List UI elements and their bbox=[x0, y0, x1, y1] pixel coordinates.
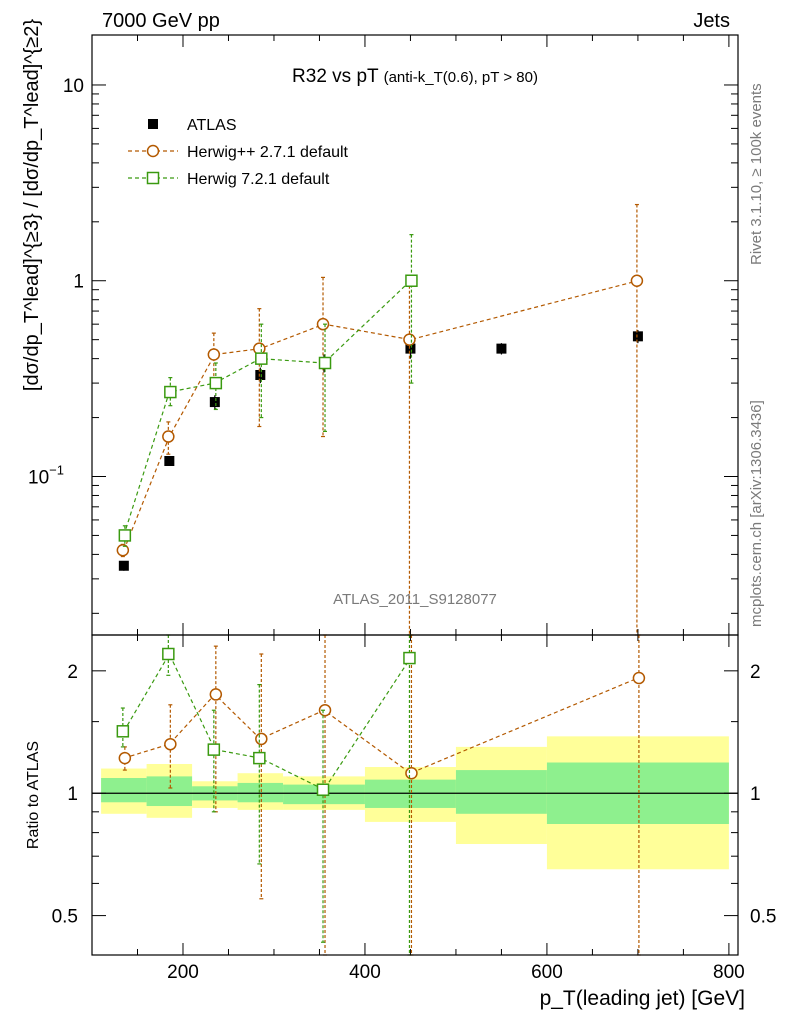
header-right: Jets bbox=[693, 10, 730, 32]
chart-title: R32 vs pT (anti-k_T(0.6), pT > 80) bbox=[292, 66, 538, 87]
herwig-2-7-1-default-point bbox=[118, 751, 132, 765]
herwig-7-2-1-default-line bbox=[123, 652, 411, 791]
x-tick-labels: 200 400 600 800 bbox=[167, 962, 745, 983]
y-tick-label: 10 bbox=[63, 76, 84, 97]
ratio-band-inner bbox=[455, 770, 547, 814]
legend-marker-herwig-7-2-1-default bbox=[146, 171, 160, 185]
herwig-7-2-1-default-point bbox=[403, 651, 416, 665]
herwig-2-7-1-default-point bbox=[403, 333, 416, 346]
ratio-band-inner bbox=[237, 782, 284, 803]
main-series bbox=[116, 203, 644, 636]
legend-label-herwig-7-2-1-default: Herwig 7.2.1 default bbox=[187, 171, 330, 188]
atlas-point bbox=[405, 343, 416, 354]
herwig-7-2-1-default-point bbox=[207, 743, 221, 756]
watermark: ATLAS_2011_S9128077 bbox=[333, 591, 497, 608]
legend-marker-herwig-2-7-1-default bbox=[146, 144, 160, 158]
herwig-2-7-1-default-point bbox=[632, 671, 646, 685]
chart-title-suffix: (anti-k_T(0.6), pT > 80) bbox=[384, 69, 538, 86]
atlas-point bbox=[209, 397, 220, 408]
herwig-7-2-1-default-point bbox=[316, 783, 330, 796]
atlas-point bbox=[496, 343, 507, 354]
herwig-2-7-1-default-line bbox=[123, 280, 639, 551]
herwig-7-2-1-default-point bbox=[253, 751, 266, 765]
herwig-7-2-1-default-point bbox=[255, 352, 268, 365]
legend-marker-atlas bbox=[148, 119, 158, 129]
herwig-7-2-1-default-point bbox=[405, 274, 418, 287]
x-tick-label: 600 bbox=[531, 962, 563, 983]
ratio-uncertainty-bands bbox=[92, 736, 738, 870]
herwig-2-7-1-default-point bbox=[209, 688, 223, 701]
x-tick-label: 200 bbox=[167, 962, 199, 983]
legend: ATLAS Herwig++ 2.7.1 default Herwig 7.2.1 … bbox=[128, 117, 349, 188]
ratio-band-inner bbox=[101, 778, 147, 803]
ratio-y-tick-label: 1 bbox=[67, 784, 78, 805]
legend-label-atlas: ATLAS bbox=[187, 117, 237, 134]
header-left: 7000 GeV pp bbox=[102, 10, 220, 32]
ratio-y-tick-label-right: 2 bbox=[750, 662, 761, 683]
herwig-7-2-1-default-point bbox=[209, 376, 223, 390]
herwig-7-2-1-default-point bbox=[162, 647, 175, 661]
herwig-2-7-1-default-point bbox=[255, 732, 268, 746]
ratio-y-tick-label-right: 1 bbox=[750, 784, 761, 805]
herwig-7-2-1-default-line bbox=[123, 280, 411, 536]
ratio-y-tick-label: 2 bbox=[67, 662, 78, 683]
side-note-rivet: Rivet 3.1.10, ≥ 100k events bbox=[748, 83, 765, 265]
y-tick-label: 1 bbox=[73, 272, 84, 293]
herwig-2-7-1-default-point bbox=[116, 544, 130, 557]
herwig-2-7-1-default-point bbox=[162, 430, 175, 443]
x-tick-label: 400 bbox=[349, 962, 381, 983]
main-panel: 10−1 1 10 ATLAS Herwig++ 2.7.1 default Herwi… bbox=[21, 19, 739, 636]
ratio-y-tick-labels: 0.5 0.5 1 1 2 2 bbox=[52, 662, 777, 928]
atlas-point bbox=[118, 560, 129, 571]
herwig-2-7-1-default-point bbox=[405, 766, 418, 780]
side-note-mcplots: mcplots.cern.ch [arXiv:1306.3436] bbox=[748, 400, 765, 627]
herwig-7-2-1-default-point bbox=[318, 356, 332, 370]
herwig-2-7-1-default-point bbox=[164, 737, 177, 751]
y-tick-label: 10−1 bbox=[28, 462, 64, 488]
ratio-frame bbox=[91, 634, 739, 956]
atlas-point bbox=[164, 455, 175, 466]
ratio-y-tick-label: 0.5 bbox=[52, 907, 78, 928]
ratio-y-tick-label-right: 0.5 bbox=[750, 907, 776, 928]
herwig-7-2-1-default-point bbox=[118, 529, 132, 542]
herwig-2-7-1-default-point bbox=[207, 348, 221, 361]
main-axis-ticks bbox=[91, 35, 738, 635]
herwig-7-2-1-default-point bbox=[116, 725, 130, 738]
x-tick-label: 800 bbox=[713, 962, 745, 983]
main-y-axis-label: [dσ/dp_T^lead]^{≥3} / [dσ/dp_T^lead]^{≥2… bbox=[21, 19, 43, 392]
atlas-point bbox=[632, 331, 643, 342]
ratio-panel: 0.5 0.5 1 1 2 2 200 400 600 800 Ratio to ATLAS p… bbox=[25, 634, 777, 1010]
ratio-band-inner bbox=[146, 776, 193, 807]
herwig-2-7-1-default-point bbox=[630, 274, 644, 287]
legend-label-herwig-2-7-1-default: Herwig++ 2.7.1 default bbox=[187, 144, 349, 161]
x-axis-label: p_T(leading jet) [GeV] bbox=[540, 987, 745, 1010]
ratio-y-axis-label: Ratio to ATLAS bbox=[25, 741, 42, 849]
herwig-7-2-1-default-point bbox=[164, 385, 177, 399]
atlas-point bbox=[255, 369, 266, 380]
